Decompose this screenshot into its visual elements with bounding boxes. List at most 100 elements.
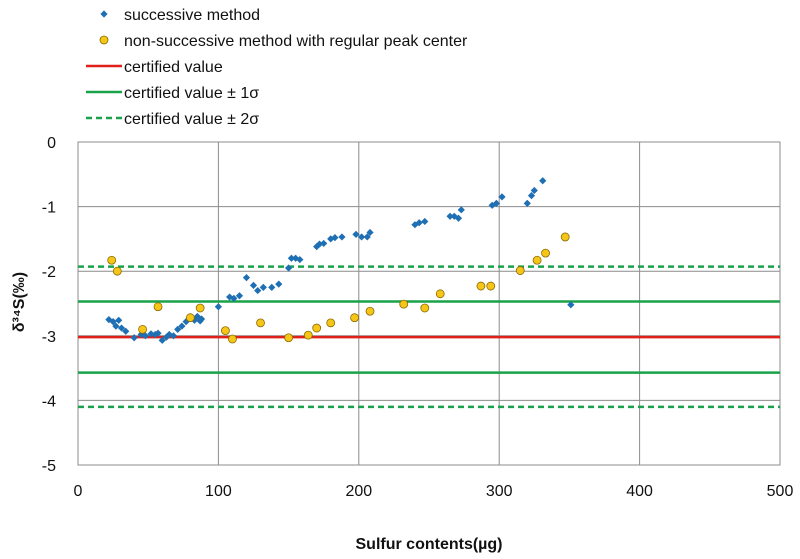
data-point-successive xyxy=(285,264,293,272)
data-point-successive xyxy=(169,332,178,340)
legend-label: certified value ± 2σ xyxy=(124,111,259,128)
data-point-successive xyxy=(197,315,206,323)
grid xyxy=(77,141,781,466)
legend: successive method non-successive method w… xyxy=(86,7,468,128)
data-point-successive xyxy=(226,293,234,301)
x-tick-label: 400 xyxy=(626,483,653,500)
data-point-successive xyxy=(130,334,138,342)
plot-frame xyxy=(77,141,781,466)
data-point-non-successive xyxy=(153,302,163,312)
y-axis-title: δ³⁴S(‰) xyxy=(11,272,28,332)
data-point-non-successive xyxy=(303,330,313,340)
data-point-successive xyxy=(182,317,190,326)
data-point-non-successive xyxy=(221,326,230,336)
data-point-successive xyxy=(320,239,328,248)
data-point-successive xyxy=(567,301,575,309)
data-point-non-successive xyxy=(228,334,237,344)
data-point-non-successive xyxy=(185,313,195,323)
data-point-successive xyxy=(498,193,506,201)
data-point-successive xyxy=(331,234,339,242)
data-point-successive xyxy=(450,212,458,220)
x-tick-label: 0 xyxy=(74,483,83,500)
y-tick-label: -1 xyxy=(42,200,56,217)
y-tick-label: -2 xyxy=(42,264,56,281)
data-point-successive xyxy=(315,240,324,248)
y-tick-label: -5 xyxy=(42,458,56,475)
data-point-successive xyxy=(105,316,113,324)
legend-label: non-successive method with regular peak … xyxy=(124,33,468,50)
data-point-successive xyxy=(117,324,126,332)
data-point-non-successive xyxy=(560,232,570,242)
data-point-successive xyxy=(158,336,166,344)
data-point-non-successive xyxy=(312,323,322,333)
data-point-successive xyxy=(259,283,267,291)
x-axis-title: Sulfur contents(µg) xyxy=(356,536,503,553)
data-point-successive xyxy=(174,325,182,333)
data-point-successive xyxy=(268,283,276,291)
x-tick-label: 500 xyxy=(767,483,794,500)
data-point-successive xyxy=(539,177,547,185)
data-point-successive xyxy=(358,233,366,241)
data-point-successive xyxy=(327,235,335,243)
data-point-non-successive xyxy=(365,306,375,316)
data-point-successive xyxy=(162,333,171,341)
data-point-successive xyxy=(530,186,538,195)
data-point-non-successive xyxy=(435,289,445,299)
data-point-successive xyxy=(287,254,296,262)
x-tick-label: 300 xyxy=(486,483,513,500)
data-point-non-successive xyxy=(420,303,430,313)
legend-entry: successive method xyxy=(100,7,260,24)
data-point-non-successive xyxy=(541,248,550,258)
legend-marker xyxy=(100,10,108,18)
data-point-successive xyxy=(115,316,123,324)
data-point-successive xyxy=(109,317,117,326)
data-points xyxy=(105,177,575,344)
data-point-successive xyxy=(242,274,251,282)
data-point-successive xyxy=(446,212,454,220)
legend-entry: non-successive method with regular peak … xyxy=(99,33,468,50)
data-point-non-successive xyxy=(138,324,147,334)
data-point-successive xyxy=(411,221,419,229)
data-point-successive xyxy=(296,255,304,264)
data-point-successive xyxy=(112,322,120,330)
data-point-non-successive xyxy=(486,281,496,291)
reference-lines xyxy=(78,265,780,409)
data-point-non-successive xyxy=(532,255,542,265)
data-point-successive xyxy=(275,280,283,288)
data-point-successive xyxy=(415,219,423,227)
data-point-non-successive xyxy=(284,333,294,343)
legend-label: certified value ± 1σ xyxy=(124,85,259,102)
data-point-successive xyxy=(254,286,262,295)
y-tick-label: -3 xyxy=(42,329,56,346)
data-point-non-successive xyxy=(112,266,122,276)
legend-entry: certified value xyxy=(86,59,223,76)
data-point-successive xyxy=(492,199,500,207)
data-point-non-successive xyxy=(399,299,409,309)
data-point-successive xyxy=(235,292,244,300)
x-tick-label: 200 xyxy=(345,483,372,500)
data-point-successive xyxy=(366,228,374,237)
data-point-non-successive xyxy=(107,255,117,265)
legend-entry: certified value ± 2σ xyxy=(86,111,259,128)
plot-area xyxy=(77,141,781,466)
data-point-non-successive xyxy=(350,313,359,323)
data-point-successive xyxy=(352,230,360,238)
data-point-successive xyxy=(230,294,238,302)
legend-label: certified value xyxy=(124,59,223,76)
data-point-successive xyxy=(457,206,465,214)
data-point-successive xyxy=(141,332,149,340)
tick-labels: 0 100 200 300 400 500 0 -1 -2 -3 -4 -5 xyxy=(42,135,794,500)
x-tick-label: 100 xyxy=(205,483,232,500)
data-point-non-successive xyxy=(195,303,205,313)
data-point-successive xyxy=(178,322,186,330)
data-point-successive xyxy=(523,199,531,207)
data-point-successive xyxy=(421,217,429,226)
y-tick-label: -4 xyxy=(42,393,56,410)
data-point-successive xyxy=(363,233,371,241)
data-point-successive xyxy=(527,192,536,200)
y-tick-label: 0 xyxy=(47,135,56,152)
data-point-successive xyxy=(454,214,463,222)
legend-entry: certified value ± 1σ xyxy=(86,85,259,102)
data-point-non-successive xyxy=(476,281,486,291)
